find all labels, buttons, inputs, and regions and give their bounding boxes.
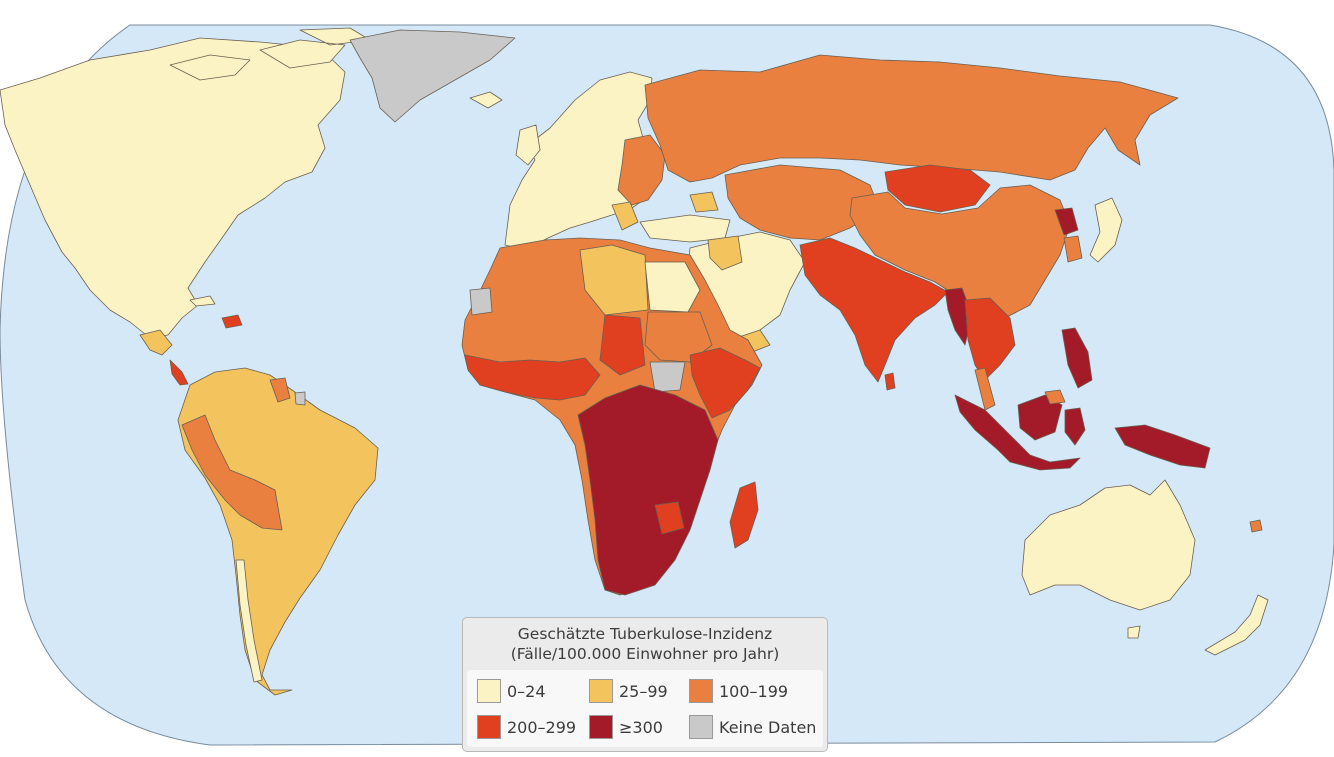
japan: [1089, 197, 1123, 263]
eastern-europe: [617, 134, 666, 206]
legend-label-25-99: 25–99: [619, 681, 668, 701]
chile: [235, 559, 263, 683]
legend-label-200-299: 200–299: [507, 717, 577, 737]
zimbabwe: [654, 501, 685, 535]
legend-item-200-299: 200–299: [477, 714, 576, 740]
malaysian-borneo: [1044, 389, 1066, 405]
legend-swatch-0-24: [477, 679, 501, 703]
legend-swatch-200-299: [477, 715, 501, 739]
legend-label-0-24: 0–24: [507, 681, 546, 701]
guyana: [269, 377, 291, 403]
legend-label-no-data: Keine Daten: [719, 717, 817, 737]
sudan: [644, 311, 713, 363]
pacific-island: [1249, 519, 1263, 533]
australia: [1021, 479, 1196, 611]
tasmania: [1127, 625, 1141, 639]
legend-title: Geschätzte Tuberkulose-Inzidenz: [517, 625, 773, 643]
central-america-mid: [139, 329, 173, 356]
chad: [599, 314, 646, 376]
andes-region: [181, 414, 283, 531]
north-america: [0, 37, 346, 339]
french-guiana: [294, 391, 306, 406]
central-america-high: [169, 359, 189, 386]
legend-header: Geschätzte Tuberkulose-Inzidenz (Fälle/1…: [463, 618, 827, 668]
new-zealand: [1204, 594, 1269, 656]
north-africa: [579, 244, 649, 316]
sulawesi: [1064, 407, 1086, 446]
south-america: [177, 367, 379, 696]
indonesia: [954, 394, 1081, 471]
central-asia: [724, 164, 881, 241]
new-guinea: [1114, 424, 1211, 469]
legend-item-25-99: 25–99: [589, 678, 668, 704]
china: [849, 184, 1071, 319]
western-sahara: [469, 287, 493, 316]
philippines: [1061, 327, 1093, 389]
legend-label-100-199: 100–199: [719, 681, 789, 701]
legend-swatch-no-data: [689, 715, 713, 739]
mongolia: [884, 164, 991, 213]
greenland: [349, 29, 516, 123]
legend-item-300-plus: ≥300: [589, 714, 663, 740]
north-korea: [1054, 207, 1079, 236]
west-africa: [464, 354, 601, 401]
south-asia: [799, 237, 949, 383]
uk: [515, 124, 541, 166]
map-legend: Geschätzte Tuberkulose-Inzidenz (Fälle/1…: [462, 617, 828, 752]
legend-subtitle: (Fälle/100.000 Einwohner pro Jahr): [510, 645, 780, 663]
south-sudan: [649, 361, 686, 393]
madagascar: [729, 481, 759, 549]
caribbean-low: [189, 295, 216, 307]
iceland: [469, 91, 503, 109]
legend-swatch-300-plus: [589, 715, 613, 739]
caribbean-high: [221, 314, 243, 329]
legend-swatch-25-99: [589, 679, 613, 703]
indochina: [964, 297, 1016, 381]
sri-lanka: [884, 372, 896, 391]
horn-of-africa: [689, 347, 761, 419]
caucasus: [689, 191, 719, 213]
legend-label-300-plus: ≥300: [619, 717, 663, 737]
egypt: [644, 261, 701, 313]
legend-swatch-100-199: [689, 679, 713, 703]
south-korea: [1063, 235, 1083, 263]
russia: [644, 54, 1179, 183]
balkans: [611, 201, 639, 231]
borneo: [1017, 394, 1063, 441]
legend-body: 0–24 25–99 100–199 200–299 ≥300 Keine Da…: [467, 670, 823, 747]
legend-item-100-199: 100–199: [689, 678, 788, 704]
central-southern-africa: [577, 384, 719, 596]
iraq-syria: [707, 235, 743, 271]
malay-peninsula: [974, 367, 996, 411]
legend-item-0-24: 0–24: [477, 678, 546, 704]
legend-item-no-data: Keine Daten: [689, 714, 816, 740]
